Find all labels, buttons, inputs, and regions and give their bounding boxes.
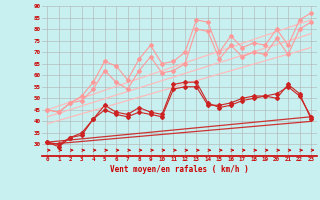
X-axis label: Vent moyen/en rafales ( km/h ): Vent moyen/en rafales ( km/h )	[110, 165, 249, 174]
